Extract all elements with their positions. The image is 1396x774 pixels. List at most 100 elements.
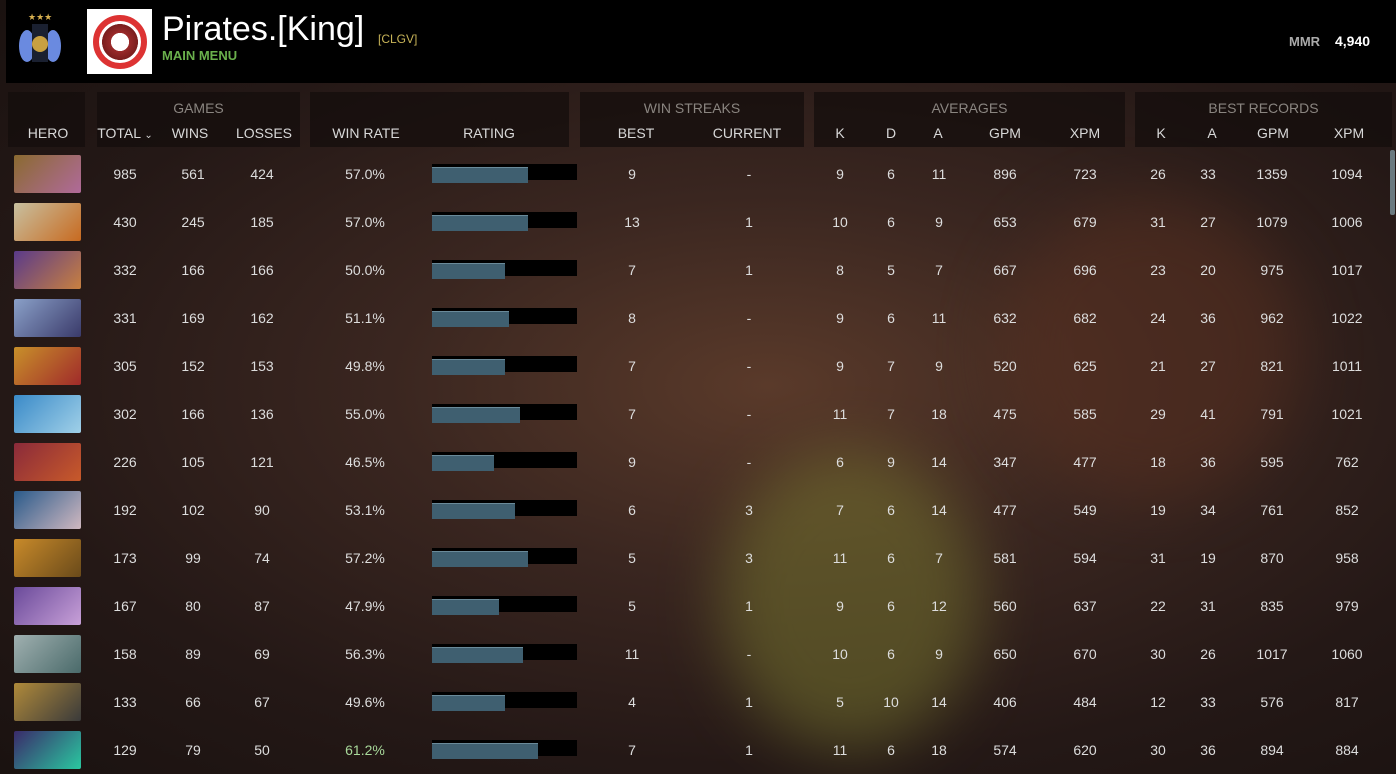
cell-losses: 74 [254,550,270,566]
table-row[interactable]: 332 166 166 50.0% 7 1 8 5 7 667 696 23 20 975 1017 [0,246,1396,294]
table-row[interactable]: 985 561 424 57.0% 9 - 9 6 11 896 723 26 33 1359 1094 [0,150,1396,198]
col-win-rate[interactable]: WIN RATE [332,125,400,141]
col-losses[interactable]: LOSSES [235,125,293,141]
cell-a: 14 [931,694,947,710]
table-row[interactable]: 302 166 136 55.0% 7 - 11 7 18 475 585 29 41 791 1021 [0,390,1396,438]
hero-portrait[interactable] [14,539,81,577]
cell-best-k: 26 [1150,166,1166,182]
hero-portrait[interactable] [14,155,81,193]
scrollbar[interactable] [1390,150,1395,215]
rating-bar [432,212,577,231]
col-a[interactable]: A [933,125,943,141]
table-row[interactable]: 192 102 90 53.1% 6 3 7 6 14 477 549 19 34 761 852 [0,486,1396,534]
cell-best-xpm: 1022 [1331,310,1363,326]
cell-total: 158 [113,646,137,662]
player-name: Pirates.[King] [162,10,365,48]
profile-header [6,0,1396,83]
hero-portrait[interactable] [14,731,81,769]
player-avatar[interactable] [87,9,152,74]
table-row[interactable]: 226 105 121 46.5% 9 - 6 9 14 347 477 18 36 595 762 [0,438,1396,486]
col-best-xpm[interactable]: XPM [1333,125,1365,141]
table-row[interactable]: 133 66 67 49.6% 4 1 5 10 14 406 484 12 33 576 817 [0,678,1396,726]
cell-xpm: 637 [1073,598,1097,614]
hero-portrait[interactable] [14,635,81,673]
cell-xpm: 484 [1073,694,1097,710]
col-xpm[interactable]: XPM [1069,125,1101,141]
cell-win-rate: 47.9% [345,598,385,614]
cell-gpm: 650 [993,646,1017,662]
cell-best-gpm: 1017 [1256,646,1288,662]
cell-best-xpm: 1021 [1331,406,1363,422]
cell-best-k: 12 [1150,694,1166,710]
cell-xpm: 723 [1073,166,1097,182]
hero-portrait[interactable] [14,491,81,529]
col-k[interactable]: K [835,125,845,141]
cell-d: 6 [887,310,895,326]
cell-best: 5 [628,598,636,614]
cell-d: 6 [887,166,895,182]
hero-portrait[interactable] [14,299,81,337]
cell-wins: 245 [181,214,205,230]
cell-best-gpm: 821 [1260,358,1284,374]
cell-k: 8 [836,262,844,278]
cell-wins: 80 [185,598,201,614]
table-row[interactable]: 129 79 50 61.2% 7 1 11 6 18 574 620 30 36 894 884 [0,726,1396,774]
cell-gpm: 574 [993,742,1017,758]
col-best-a[interactable]: A [1207,125,1217,141]
table-row[interactable]: 331 169 162 51.1% 8 - 9 6 11 632 682 24 36 962 1022 [0,294,1396,342]
table-row[interactable]: 173 99 74 57.2% 5 3 11 6 7 581 594 31 19 870 958 [0,534,1396,582]
hero-portrait[interactable] [14,683,81,721]
cell-best-xpm: 1006 [1331,214,1363,230]
hero-portrait[interactable] [14,347,81,385]
table-row[interactable]: 158 89 69 56.3% 11-10 6 9 650 670 30 26 1017 1060 [0,630,1396,678]
cell-d: 6 [887,214,895,230]
col-current-streak[interactable]: CURRENT [712,125,782,141]
cell-xpm: 679 [1073,214,1097,230]
rating-bar [432,356,577,375]
cell-best-k: 31 [1150,214,1166,230]
col-rating[interactable]: RATING [463,125,515,141]
cell-best-a: 31 [1200,598,1216,614]
col-hero[interactable]: HERO [27,125,69,141]
hero-portrait[interactable] [14,587,81,625]
col-total[interactable]: TOTAL ⌄ [97,125,153,141]
cell-total: 332 [113,262,137,278]
col-wins[interactable]: WINS [171,125,209,141]
col-gpm[interactable]: GPM [989,125,1021,141]
hero-portrait[interactable] [14,443,81,481]
cell-current: 1 [745,694,753,710]
cell-d: 5 [887,262,895,278]
cell-best-xpm: 884 [1335,742,1359,758]
table-row[interactable]: 430 245 185 57.0% 13 1 10 6 9 653 679 31 27 1079 1006 [0,198,1396,246]
cell-xpm: 670 [1073,646,1097,662]
col-best-k[interactable]: K [1156,125,1166,141]
table-row[interactable]: 167 80 87 47.9% 5 1 9 6 12 560 637 22 31 835 979 [0,582,1396,630]
col-best-gpm[interactable]: GPM [1257,125,1289,141]
col-best-streak[interactable]: BEST [617,125,655,141]
cell-xpm: 682 [1073,310,1097,326]
cell-best-a: 33 [1200,166,1216,182]
cell-a: 7 [935,262,943,278]
rating-bar-fill [432,599,499,615]
games-header-panel [97,92,300,147]
col-d[interactable]: D [885,125,897,141]
cell-total: 305 [113,358,137,374]
cell-k: 11 [832,406,848,422]
cell-losses: 87 [254,598,270,614]
cell-current: 3 [745,550,753,566]
cell-current: - [746,646,752,662]
hero-portrait[interactable] [14,395,81,433]
table-row[interactable]: 305 152 153 49.8% 7 - 9 7 9 520 625 21 27 821 1011 [0,342,1396,390]
main-menu-link[interactable]: MAIN MENU [162,48,238,63]
cell-best-k: 29 [1150,406,1166,422]
cell-best-a: 27 [1200,358,1216,374]
cell-k: 9 [836,598,844,614]
cell-k: 11 [832,550,848,566]
hero-portrait[interactable] [14,251,81,289]
cell-a: 11 [931,166,947,182]
cell-best-a: 27 [1200,214,1216,230]
cell-total: 985 [113,166,137,182]
cell-d: 6 [887,598,895,614]
cell-d: 9 [887,454,895,470]
hero-portrait[interactable] [14,203,81,241]
